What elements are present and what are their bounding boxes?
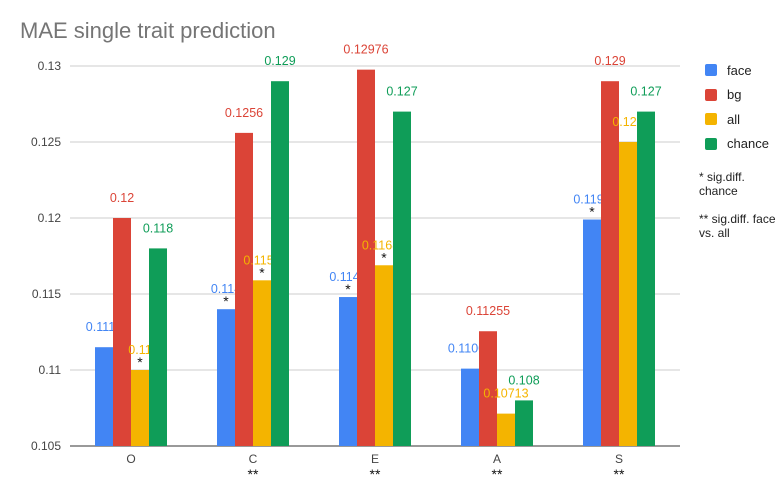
legend-swatch-bg [705,88,717,101]
bar-face [461,368,479,446]
significance-marker: * [137,354,143,370]
bar-face [95,347,113,446]
data-label: 0.127 [630,85,661,99]
x-tick-label: E [371,452,379,466]
bar-chance [393,111,411,446]
bar-face [217,309,235,446]
bar-bg [479,331,497,446]
y-tick-label: 0.12 [38,211,62,225]
bar-face [583,219,601,446]
data-label: 0.108 [508,373,539,387]
bar-all [131,370,149,446]
data-label: 0.1256 [225,106,263,120]
data-label: 0.11 [128,343,151,357]
legend-swatch-chance [705,137,717,150]
legend-label-chance: chance [727,136,769,152]
x-tick-label: C [249,452,258,466]
significance-marker: * [259,264,265,280]
bar-all [497,413,515,446]
category-significance-marker: ** [492,466,503,482]
legend-item-bg: bg [705,83,769,108]
legend-item-chance: chance [705,132,769,157]
data-label: 0.11255 [466,304,510,318]
data-label: 0.129 [264,54,295,68]
note-sig-face-vs-all: ** sig.diff. face vs. all [699,212,776,240]
legend-label-face: face [727,62,752,78]
note-sig-chance: * sig.diff. chance [699,170,745,198]
bar-bg [357,69,375,446]
chart-title: MAE single trait prediction [20,18,276,43]
legend-item-face: face [705,58,769,83]
significance-marker: * [589,204,595,220]
legend-swatch-all [705,113,717,126]
data-label: 0.12976 [343,43,388,57]
legend-label-bg: bg [727,87,742,103]
legend-swatch-face [705,64,717,77]
bar-chance [271,81,289,446]
bar-bg [113,218,131,446]
data-label: 0.10713 [483,387,528,401]
data-label: 0.114 [211,282,241,296]
legend-label-all: all [727,111,741,127]
y-tick-label: 0.13 [38,59,62,73]
bar-all [253,280,271,446]
legend: face bg all chance [705,58,769,156]
bar-all [619,142,637,446]
bar-chance [637,111,655,446]
data-label: 0.12 [110,191,134,205]
bar-bg [601,81,619,446]
y-tick-label: 0.105 [31,439,61,453]
category-significance-marker: ** [248,466,259,482]
bar-face [339,297,357,446]
data-label: 0.129 [594,54,625,68]
bar-chance [515,400,533,446]
significance-marker: * [381,249,387,265]
x-tick-label: S [615,452,623,466]
y-tick-label: 0.115 [32,287,61,301]
y-tick-label: 0.125 [31,135,61,149]
x-tick-label: A [493,452,501,466]
data-label: 0.125 [612,115,643,129]
category-significance-marker: ** [614,466,625,482]
x-tick-label: O [126,452,135,466]
y-tick-label: 0.11 [39,363,62,377]
category-significance-marker: ** [370,466,381,482]
significance-marker: * [345,281,351,297]
data-label: 0.118 [143,221,173,235]
bar-all [375,265,393,446]
bar-bg [235,132,253,446]
bar-chance [149,248,167,446]
data-label: 0.127 [386,85,417,99]
significance-marker: * [223,293,229,309]
legend-item-all: all [705,107,769,132]
